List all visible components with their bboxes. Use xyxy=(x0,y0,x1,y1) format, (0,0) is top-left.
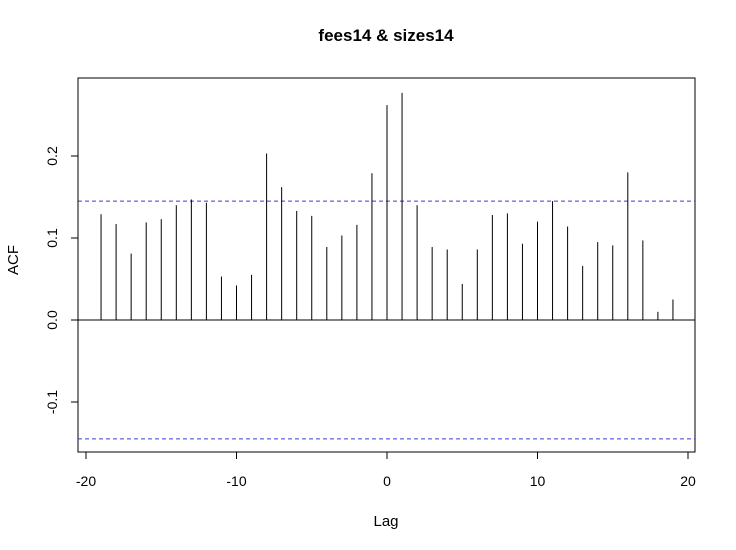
x-tick-label--10: -10 xyxy=(226,473,246,489)
y-tick-label--0.1: -0.1 xyxy=(44,390,60,414)
x-tick-label-10: 10 xyxy=(530,473,546,489)
x-axis-label: Lag xyxy=(373,513,398,530)
y-tick-label-0.1: 0.1 xyxy=(44,228,60,248)
x-tick-label-20: 20 xyxy=(680,473,696,489)
x-tick-label-0: 0 xyxy=(383,473,391,489)
plot-area: -20 -10 0 10 20 -0.1 0.0 0.1 0.2 xyxy=(44,77,696,489)
chart-title: fees14 & sizes14 xyxy=(318,26,454,45)
y-tick-label-0.2: 0.2 xyxy=(44,146,60,166)
x-tick-label--20: -20 xyxy=(76,473,96,489)
y-tick-label-0: 0.0 xyxy=(44,310,60,330)
y-axis-label: ACF xyxy=(5,245,22,275)
